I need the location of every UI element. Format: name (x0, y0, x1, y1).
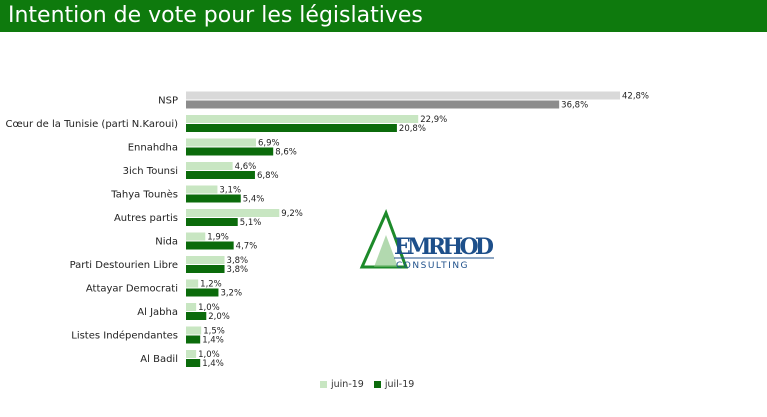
category-label: Parti Destourien Libre (70, 260, 178, 271)
legend-swatch-juil (373, 381, 381, 388)
category-label: Tahya Tounès (110, 189, 178, 201)
bar-juin (186, 138, 256, 147)
bar-juin (186, 326, 202, 335)
bar-juil (186, 335, 201, 344)
data-label: 4,7% (236, 242, 258, 252)
data-label: 2,0% (208, 312, 230, 322)
category-label: Attayar Democrati (86, 284, 178, 295)
legend-label-juil: juil-19 (384, 379, 415, 390)
data-label: 42,8% (622, 92, 649, 102)
data-label: 3,2% (220, 289, 242, 299)
bar-juil (186, 124, 397, 132)
emrhod-logo: EMRHOD CONSULTING (356, 207, 502, 277)
svg-text:CONSULTING: CONSULTING (396, 261, 469, 271)
category-label: Ennahdha (128, 143, 178, 154)
data-label: 22,9% (420, 115, 447, 125)
data-label: 36,8% (561, 101, 588, 111)
category-label: NSP (158, 96, 178, 107)
bar-juin (186, 232, 206, 241)
data-label: 1,2% (200, 280, 222, 290)
data-label: 4,6% (235, 162, 257, 172)
data-label: 1,0% (198, 303, 220, 313)
data-label: 1,5% (203, 327, 225, 337)
data-label: 20,8% (399, 124, 426, 134)
bar-juil (186, 171, 255, 179)
bar-juil (186, 218, 238, 226)
category-label: 3ich Tounsi (123, 166, 178, 177)
bar-juil (186, 359, 201, 367)
bar-juin (186, 279, 199, 288)
category-label: Cœur de la Tunisie (parti N.Karoui) (5, 119, 178, 130)
svg-text:EMRHOD: EMRHOD (394, 234, 494, 260)
category-label: Autres partis (114, 213, 178, 224)
title-bar: Intention de vote pour les législatives (0, 0, 767, 32)
bar-juil (186, 194, 241, 203)
data-label: 1,4% (202, 359, 224, 369)
bar-juil (186, 100, 560, 109)
data-label: 1,4% (202, 336, 224, 346)
bar-juin (186, 162, 233, 170)
bar-juil (186, 288, 219, 297)
triangle-logo-icon: EMRHOD CONSULTING (359, 209, 494, 271)
data-label: 3,1% (219, 186, 241, 196)
data-label: 8,6% (275, 148, 297, 158)
category-label: Nida (155, 237, 178, 248)
bar-juil (186, 147, 274, 156)
bar-juin (186, 256, 225, 264)
data-label: 6,8% (257, 171, 279, 181)
page-title: Intention de vote pour les législatives (8, 3, 423, 28)
data-label: 5,4% (243, 195, 265, 205)
legend-label-juin: juin-19 (331, 379, 364, 390)
legend-swatch-juin (320, 381, 327, 388)
category-label: Al Jabha (137, 307, 178, 318)
bar-juin (186, 185, 218, 194)
data-label: 5,1% (240, 218, 262, 228)
bar-juin (186, 91, 620, 100)
chart-legend: juin-19 juil-19 (320, 379, 414, 390)
legend-item-juin: juin-19 (320, 379, 364, 390)
bar-juil (186, 312, 207, 320)
data-label: 3,8% (227, 256, 249, 266)
data-label: 6,9% (258, 139, 280, 149)
bar-juin (186, 115, 419, 123)
data-label: 1,9% (207, 233, 229, 243)
bar-juin (186, 303, 197, 311)
data-label: 3,8% (227, 265, 249, 275)
legend-item-juil: juil-19 (373, 379, 415, 390)
bar-juin (186, 209, 280, 217)
bar-juil (186, 265, 225, 273)
data-label: 1,0% (198, 350, 220, 360)
category-label: Al Badil (140, 354, 178, 365)
category-label: Listes Indépendantes (71, 330, 178, 342)
data-label: 9,2% (281, 209, 303, 219)
bar-juil (186, 241, 234, 250)
bar-juin (186, 350, 197, 358)
